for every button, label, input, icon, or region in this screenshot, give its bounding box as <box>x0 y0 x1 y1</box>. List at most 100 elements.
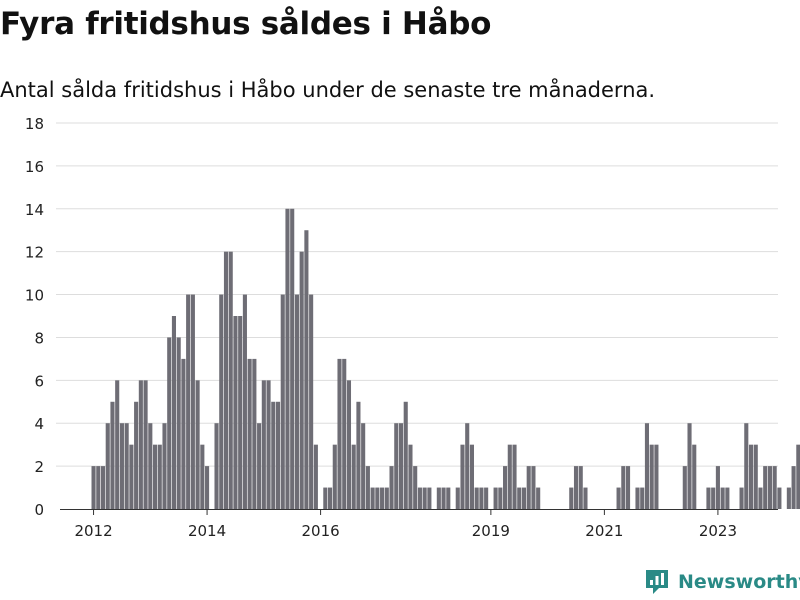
bar <box>361 423 366 509</box>
bar <box>148 423 153 509</box>
y-tick-label: 14 <box>25 201 44 219</box>
y-tick-label: 6 <box>34 372 44 390</box>
bar <box>228 251 233 510</box>
bar <box>342 358 347 509</box>
bar <box>640 487 645 509</box>
bar <box>569 487 574 509</box>
bar <box>389 466 394 509</box>
bar <box>536 487 541 509</box>
bar <box>465 423 470 509</box>
bar <box>200 444 205 509</box>
bar <box>266 380 271 509</box>
bar <box>635 487 640 509</box>
bar <box>365 466 370 509</box>
bar <box>181 358 186 509</box>
y-tick-label: 16 <box>25 158 44 176</box>
bar <box>408 444 413 509</box>
bar <box>777 487 782 509</box>
bar <box>767 466 772 509</box>
bar <box>711 487 716 509</box>
bar <box>484 487 489 509</box>
bar <box>720 487 725 509</box>
bar <box>682 466 687 509</box>
bar <box>403 401 408 509</box>
bar <box>271 401 276 509</box>
x-tick-label: 2019 <box>472 522 510 540</box>
bar <box>309 294 314 509</box>
bar <box>152 444 158 509</box>
bar <box>91 466 96 509</box>
bar <box>739 487 744 509</box>
bar <box>526 466 531 509</box>
bar <box>460 444 465 509</box>
bar <box>195 380 200 509</box>
bar <box>143 380 148 509</box>
y-tick-label: 8 <box>34 329 44 347</box>
bar <box>323 487 328 509</box>
bar <box>351 444 356 509</box>
bar <box>507 444 512 509</box>
bar <box>299 251 304 510</box>
bar <box>370 487 375 509</box>
bar <box>186 294 191 509</box>
bar <box>583 487 588 509</box>
x-tick-label: 2014 <box>188 522 226 540</box>
bar <box>190 294 195 509</box>
bar <box>205 466 210 509</box>
bar <box>573 466 579 509</box>
bar <box>337 358 342 509</box>
bar <box>242 294 247 509</box>
bar <box>167 337 172 509</box>
bar <box>247 358 252 509</box>
bar <box>214 423 219 509</box>
x-tick-label: 2023 <box>699 522 737 540</box>
chart-subtitle: Antal sålda fritidshus i Håbo under de s… <box>0 78 656 102</box>
bar <box>753 444 758 509</box>
bar <box>422 487 427 509</box>
bar <box>498 487 503 509</box>
bar <box>521 487 527 509</box>
bar <box>119 423 124 509</box>
bar <box>625 466 631 509</box>
x-tick-label: 2012 <box>74 522 112 540</box>
bar <box>715 466 720 509</box>
bar <box>238 316 243 509</box>
bar <box>654 444 659 509</box>
bar <box>124 423 129 509</box>
bar <box>413 466 418 509</box>
bar <box>138 380 143 509</box>
bar <box>455 487 460 509</box>
bar <box>469 444 474 509</box>
bar <box>110 401 115 509</box>
bar <box>157 444 162 509</box>
bar <box>772 466 777 509</box>
bar <box>294 294 299 509</box>
bar <box>791 466 796 509</box>
bar <box>332 444 337 509</box>
bar <box>786 487 791 509</box>
newsworthy-logo: Newsworthy <box>644 568 800 596</box>
bar <box>744 423 749 509</box>
bar <box>493 487 498 509</box>
bar <box>134 401 139 509</box>
bar <box>763 466 768 509</box>
bar <box>758 487 763 509</box>
bar <box>706 487 711 509</box>
y-tick-label: 10 <box>25 287 44 305</box>
bar <box>115 380 120 509</box>
bar <box>446 487 451 509</box>
y-tick-label: 0 <box>34 501 44 519</box>
bar <box>687 423 692 509</box>
bar <box>233 316 238 509</box>
brand-name: Newsworthy <box>678 571 800 593</box>
bar <box>644 423 650 509</box>
y-tick-label: 2 <box>34 458 44 476</box>
bar <box>100 466 106 509</box>
bar <box>725 487 730 509</box>
bar <box>176 337 181 509</box>
y-tick-label: 18 <box>25 115 44 133</box>
bar <box>313 444 318 509</box>
bar <box>346 380 352 509</box>
bar <box>398 423 404 509</box>
